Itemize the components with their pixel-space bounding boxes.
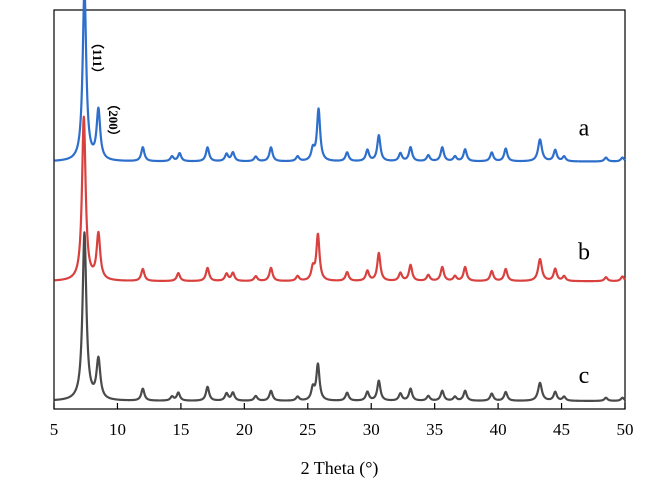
peak-annotations: （111） （200） xyxy=(90,36,121,143)
peak-annotation: （200） xyxy=(106,97,121,143)
x-tick-label: 50 xyxy=(617,420,634,439)
x-axis-tick-labels: 5 10 15 20 25 30 35 40 45 50 xyxy=(50,420,634,439)
series-line-c xyxy=(53,231,626,402)
plot-frame xyxy=(53,9,626,410)
peak-annotation: （111） xyxy=(90,36,105,80)
series-curves xyxy=(53,0,626,402)
x-axis-title: 2 Theta (°) xyxy=(301,458,379,479)
x-tick-label: 20 xyxy=(236,420,253,439)
x-tick-label: 25 xyxy=(299,420,316,439)
series-label-a: a xyxy=(579,116,590,142)
x-tick-label: 10 xyxy=(109,420,126,439)
x-tick-label: 30 xyxy=(363,420,380,439)
series-label-b: b xyxy=(578,239,590,265)
x-tick-label: 40 xyxy=(490,420,507,439)
series-line-b xyxy=(53,115,626,283)
x-tick-label: 35 xyxy=(426,420,443,439)
series-line-a xyxy=(53,0,626,163)
series-label-c: c xyxy=(579,363,590,389)
series-labels: a b c xyxy=(578,116,590,389)
x-axis-ticks xyxy=(53,403,626,409)
x-tick-label: 15 xyxy=(172,420,189,439)
x-tick-label: 45 xyxy=(553,420,570,439)
x-tick-label: 5 xyxy=(50,420,59,439)
